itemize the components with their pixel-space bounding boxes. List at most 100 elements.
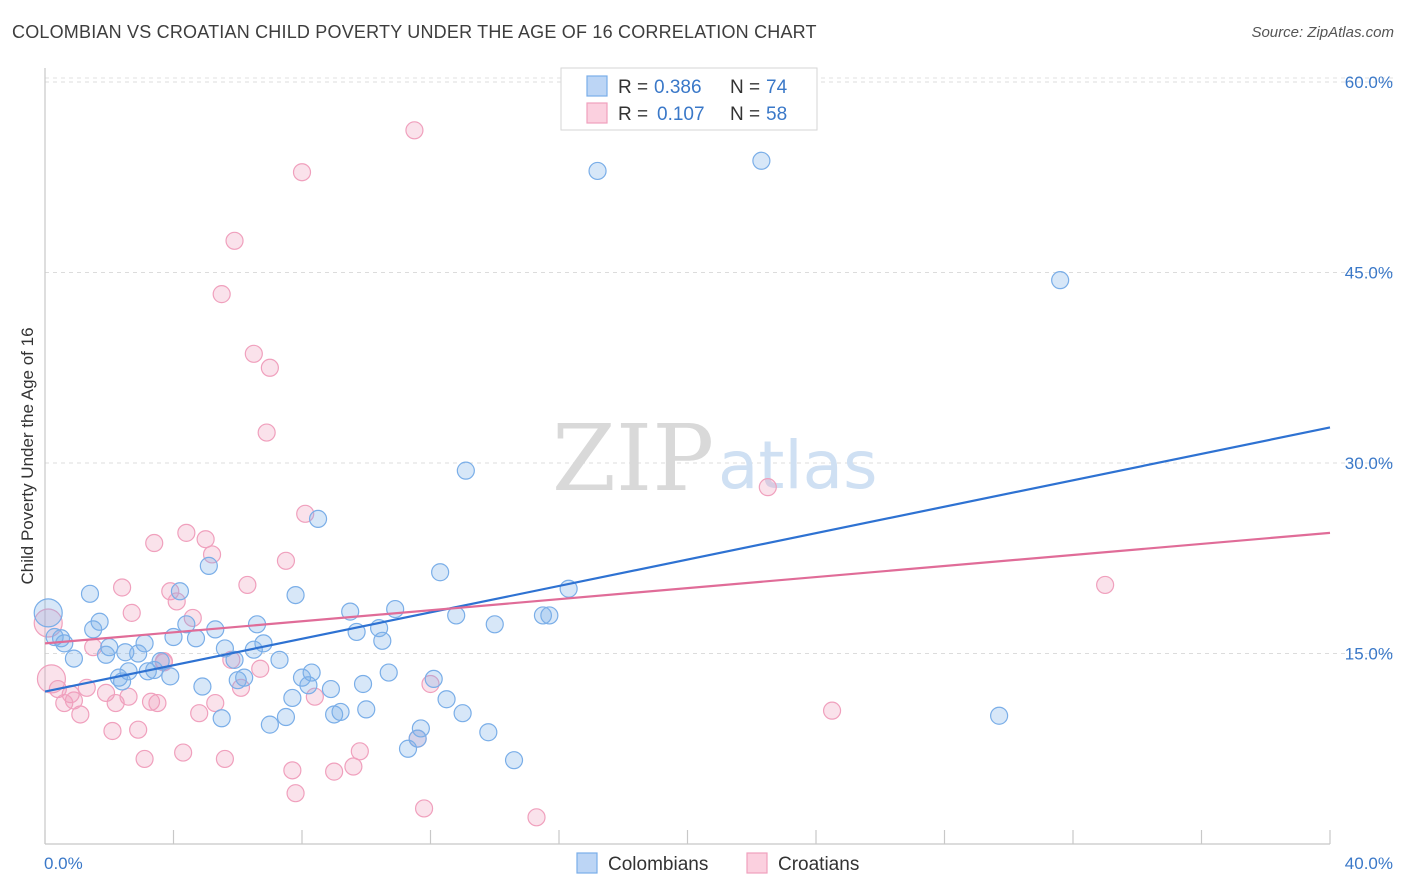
colombians-point-65 xyxy=(485,615,504,634)
croatians-point-30 xyxy=(212,285,231,304)
croatians-point-33 xyxy=(225,231,244,250)
croatians-point-35 xyxy=(238,575,257,595)
croatians-point-51 xyxy=(421,674,440,694)
croatians-point-41 xyxy=(283,761,302,780)
colombians-point-31 xyxy=(235,668,254,687)
croatians-points xyxy=(33,121,1115,827)
colombians-point-19 xyxy=(161,667,180,686)
colombians-point-73 xyxy=(1051,271,1070,290)
colombians-point-67 xyxy=(533,606,553,625)
colombians-point-64 xyxy=(479,723,498,742)
colombians-point-13 xyxy=(119,662,138,681)
croatians-point-15 xyxy=(129,720,148,739)
croatians-point-23 xyxy=(174,743,193,762)
croatians-point-17 xyxy=(141,692,161,711)
croatians-point-19 xyxy=(148,693,167,713)
legend-n-value-croatians: 58 xyxy=(766,104,787,125)
colombians-point-52 xyxy=(373,631,392,650)
bottom-legend-swatch-croatians xyxy=(746,852,768,874)
croatians-point-27 xyxy=(196,530,215,549)
legend-r-value-colombians: 0.386 xyxy=(654,77,702,98)
colombians-point-21 xyxy=(170,582,190,601)
colombians-point-66 xyxy=(504,751,524,770)
colombians-point-40 xyxy=(292,668,312,687)
colombians-point-35 xyxy=(260,715,279,734)
y-tick-label-30: 30.0% xyxy=(1345,454,1393,473)
croatians-point-48 xyxy=(350,742,369,761)
croatians-point-31 xyxy=(215,749,234,769)
croatians-point-13 xyxy=(119,687,138,706)
x-axis-ticks xyxy=(44,830,1331,844)
croatians-trend-line xyxy=(44,531,1331,645)
colombians-point-70 xyxy=(588,161,607,181)
croatians-point-55 xyxy=(822,701,842,720)
legend-r-value-croatians: 0.107 xyxy=(657,104,705,125)
colombians-point-7 xyxy=(90,612,109,631)
croatians-point-21 xyxy=(161,582,180,601)
croatians-point-10 xyxy=(103,721,122,741)
croatians-point-45 xyxy=(305,687,324,706)
chart-title: COLOMBIAN VS CROATIAN CHILD POVERTY UNDE… xyxy=(12,22,817,42)
y-tick-label-15: 15.0% xyxy=(1345,645,1393,664)
y-axis-tick-labels: 15.0% 30.0% 45.0% 60.0% xyxy=(1345,73,1393,663)
croatians-point-54 xyxy=(758,478,777,497)
x-tick-label-max: 40.0% xyxy=(1345,854,1393,873)
y-tick-label-45: 45.0% xyxy=(1345,264,1393,283)
legend-swatch-colombians xyxy=(586,75,608,97)
colombians-point-63 xyxy=(456,461,475,480)
colombians-point-42 xyxy=(302,663,321,682)
legend-r-label-colombians: R = xyxy=(618,77,648,98)
croatians-point-22 xyxy=(167,592,186,611)
colombians-point-44 xyxy=(321,679,341,699)
colombians-point-4 xyxy=(64,649,84,668)
bottom-legend-swatch-colombians xyxy=(576,852,598,874)
croatians-point-26 xyxy=(190,704,209,723)
croatians-point-50 xyxy=(414,799,434,818)
colombians-point-6 xyxy=(84,620,103,639)
colombians-point-72 xyxy=(990,706,1009,725)
bottom-legend-croatians: Croatians xyxy=(778,854,859,875)
colombians-trend-line xyxy=(44,426,1331,693)
colombians-point-60 xyxy=(437,690,456,709)
colombians-point-9 xyxy=(100,638,119,657)
legend-n-label-colombians: N = xyxy=(730,77,760,98)
croatians-point-36 xyxy=(244,344,263,363)
croatians-point-47 xyxy=(344,757,363,776)
croatians-point-37 xyxy=(251,659,270,678)
colombians-point-38 xyxy=(283,688,302,708)
croatians-point-43 xyxy=(292,163,312,182)
watermark-atlas: atlas xyxy=(718,427,878,504)
colombians-points xyxy=(33,151,1070,770)
x-tick-label-min: 0.0% xyxy=(44,854,83,873)
series-legend: Colombians Croatians xyxy=(576,852,859,875)
colombians-point-29 xyxy=(225,650,244,669)
gridlines xyxy=(45,77,1393,655)
legend-r-label-croatians: R = xyxy=(618,104,648,125)
croatians-point-56 xyxy=(1096,575,1115,595)
correlation-legend: R = 0.386 N = 74 R = 0.107 N = 58 xyxy=(560,67,818,131)
croatians-point-1 xyxy=(36,664,67,694)
croatians-point-24 xyxy=(177,523,196,542)
croatians-point-38 xyxy=(257,423,276,442)
colombians-point-23 xyxy=(186,629,206,648)
colombians-point-27 xyxy=(212,709,231,728)
colombians-point-53 xyxy=(379,663,398,682)
colombians-point-39 xyxy=(286,585,305,605)
colombians-point-50 xyxy=(357,700,376,719)
colombians-point-0 xyxy=(33,598,63,628)
croatians-point-0 xyxy=(33,608,63,638)
y-tick-label-60: 60.0% xyxy=(1345,73,1393,92)
croatians-point-14 xyxy=(122,603,141,622)
croatians-point-28 xyxy=(202,545,222,564)
colombians-point-34 xyxy=(254,634,273,653)
croatians-point-39 xyxy=(260,358,279,377)
colombians-point-25 xyxy=(199,556,218,575)
colombians-point-5 xyxy=(80,584,100,603)
colombians-point-62 xyxy=(453,704,472,723)
croatians-point-52 xyxy=(405,121,424,140)
croatians-point-16 xyxy=(135,749,154,769)
colombians-point-49 xyxy=(353,674,373,694)
croatians-point-46 xyxy=(325,762,344,781)
croatians-point-12 xyxy=(112,578,132,597)
